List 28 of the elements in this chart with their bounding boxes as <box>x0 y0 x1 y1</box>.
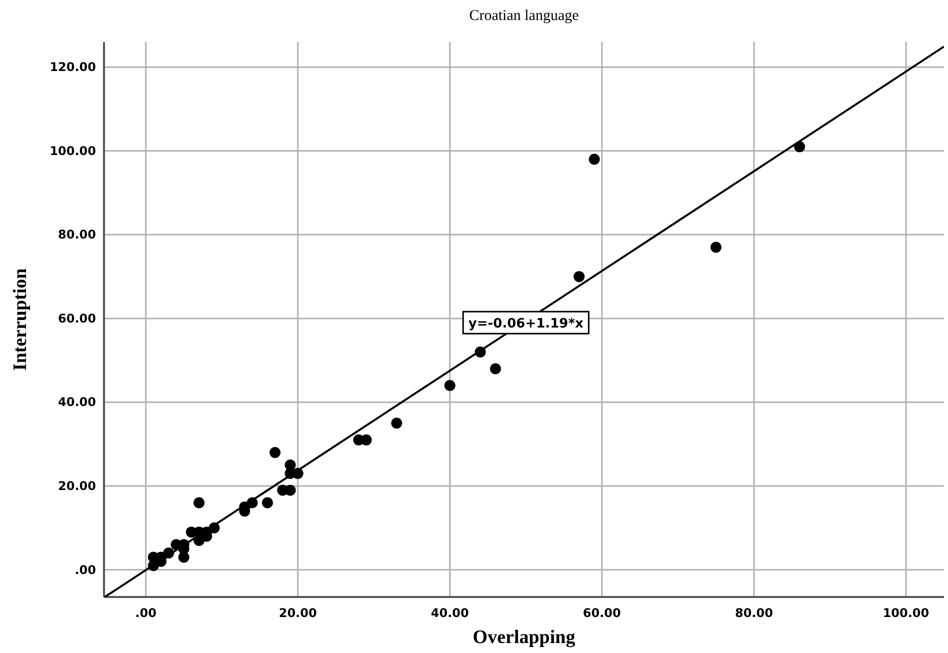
point <box>391 418 402 429</box>
y-tick-label: 120.00 <box>50 60 96 74</box>
point <box>574 271 585 282</box>
point <box>444 380 456 391</box>
chart-title: Croatian language <box>469 8 580 24</box>
y-tick-label: 80.00 <box>58 228 96 242</box>
x-tick-label: 100.00 <box>882 606 930 620</box>
point <box>270 446 281 458</box>
y-tick-label: 20.00 <box>58 479 96 493</box>
y-tick-label: 100.00 <box>50 144 96 158</box>
point <box>186 526 197 538</box>
point <box>490 363 501 374</box>
point <box>588 154 600 165</box>
y-tick-label: 40.00 <box>58 395 96 410</box>
point <box>284 484 296 496</box>
point <box>710 242 722 253</box>
point <box>262 497 273 508</box>
y-axis-title: Interruption <box>10 268 31 371</box>
x-tick-label: 60.00 <box>582 606 621 620</box>
y-tick-label: .00 <box>74 562 96 577</box>
x-tick-label: 80.00 <box>734 606 773 620</box>
y-tick-label: 60.00 <box>58 311 96 326</box>
x-axis-title: Overlapping <box>472 627 576 648</box>
x-tick-label: 40.00 <box>430 606 469 620</box>
x-tick-label: 20.00 <box>278 606 317 620</box>
annotation: y=-0.06+1.19*x <box>468 316 584 332</box>
point <box>194 497 205 508</box>
x-tick-label: .00 <box>135 606 156 620</box>
